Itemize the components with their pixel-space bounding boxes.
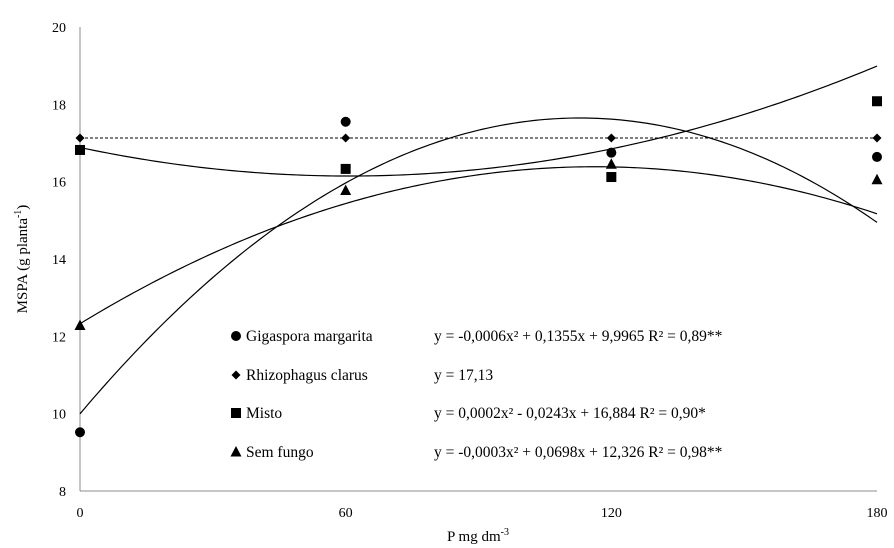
y-tick-label: 10 xyxy=(52,408,66,423)
data-point-diamond xyxy=(872,133,882,143)
x-tick-labels: 0 60 120 180 xyxy=(77,506,888,521)
y-tick-labels: 8 10 12 14 16 18 20 xyxy=(52,21,66,500)
legend-marker-diamond xyxy=(231,370,241,380)
data-point-triangle xyxy=(605,158,617,169)
y-axis-title-main: MSPA (g planta xyxy=(15,218,31,314)
trend-line-square xyxy=(79,65,878,177)
data-point-triangle xyxy=(340,184,352,196)
legend-equation: y = -0,0006x² + 0,1355x + 9,9965 R² = 0,… xyxy=(434,328,723,345)
legend-series-name: Rhizophagus clarus xyxy=(246,367,368,384)
y-tick-label: 12 xyxy=(52,330,66,345)
x-tick-label: 0 xyxy=(77,506,84,521)
legend-series-name: Sem fungo xyxy=(246,444,314,461)
data-point-diamond xyxy=(606,133,616,143)
x-tick-label: 180 xyxy=(867,506,888,521)
y-axis-title: MSPA (g planta-1) xyxy=(13,205,31,314)
legend-equation: y = -0,0003x² + 0,0698x + 12,326 R² = 0,… xyxy=(434,444,723,461)
data-point-square xyxy=(340,163,351,174)
data-point-diamond xyxy=(75,133,85,143)
x-tick-label: 60 xyxy=(339,506,353,521)
x-axis-title-sup: -3 xyxy=(501,527,509,538)
data-point-circle xyxy=(606,147,617,158)
data-point-circle xyxy=(872,151,882,162)
legend-equation: y = 0,0002x² - 0,0243x + 16,884 R² = 0,9… xyxy=(434,405,706,422)
trend-line-triangle xyxy=(79,166,878,325)
y-axis-title-end: ) xyxy=(15,205,31,210)
x-axis-title: P mg dm-3 xyxy=(447,527,509,545)
y-tick-label: 18 xyxy=(52,98,66,113)
y-tick-label: 20 xyxy=(52,21,66,36)
x-tick-label: 120 xyxy=(601,506,622,521)
legend-series-name: Gigaspora margarita xyxy=(246,328,373,345)
y-tick-label: 16 xyxy=(52,176,66,191)
data-point-circle xyxy=(75,427,85,438)
legend: Gigaspora margarita y = -0,0006x² + 0,135… xyxy=(230,328,723,461)
data-point-triangle xyxy=(74,319,86,331)
legend-equation: y = 17,13 xyxy=(434,367,493,384)
data-point-square xyxy=(75,144,85,155)
data-point-circle xyxy=(340,116,351,127)
y-tick-label: 14 xyxy=(52,253,66,268)
trend-lines xyxy=(79,65,878,415)
data-point-square xyxy=(872,96,882,107)
legend-series-name: Misto xyxy=(246,405,282,422)
data-points xyxy=(74,96,883,438)
data-point-triangle xyxy=(871,173,883,185)
y-tick-label: 8 xyxy=(59,485,66,500)
y-axis-title-sup: -1 xyxy=(13,210,24,218)
data-point-square xyxy=(606,172,617,183)
data-point-diamond xyxy=(341,133,351,143)
legend-marker-triangle xyxy=(230,446,242,457)
trend-line-circle xyxy=(79,117,878,415)
legend-marker-circle xyxy=(231,331,241,341)
legend-marker-square xyxy=(231,408,241,418)
x-axis-title-main: P mg dm xyxy=(447,529,501,545)
